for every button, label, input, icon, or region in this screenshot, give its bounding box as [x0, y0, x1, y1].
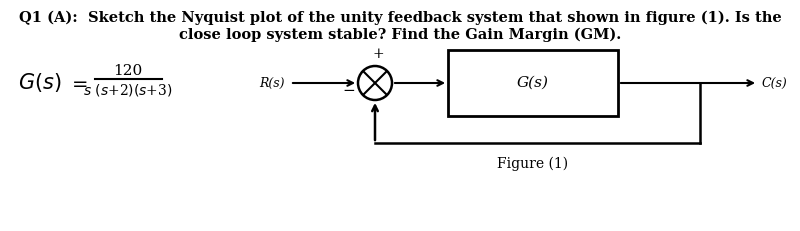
Text: 120: 120: [114, 64, 142, 78]
Text: $-$: $-$: [342, 82, 355, 96]
Text: Figure (1): Figure (1): [498, 157, 569, 171]
Text: $\mathit{s}\ \mathit{(s}$+2$\mathit{)(s}$+3$\mathit{)}$: $\mathit{s}\ \mathit{(s}$+2$\mathit{)(s}…: [83, 82, 173, 98]
FancyBboxPatch shape: [448, 50, 618, 116]
Text: Q1 (A):  Sketch the Nyquist plot of the unity feedback system that shown in figu: Q1 (A): Sketch the Nyquist plot of the u…: [18, 11, 782, 25]
Text: close loop system stable? Find the Gain Margin (GM).: close loop system stable? Find the Gain …: [179, 28, 621, 43]
Text: +: +: [372, 47, 384, 61]
Text: $\mathit{G}(\mathit{s})$: $\mathit{G}(\mathit{s})$: [18, 72, 62, 94]
Text: R(s): R(s): [259, 76, 285, 89]
Text: $=$: $=$: [68, 74, 88, 92]
Text: G(s): G(s): [517, 76, 549, 90]
Text: C(s): C(s): [762, 76, 788, 89]
